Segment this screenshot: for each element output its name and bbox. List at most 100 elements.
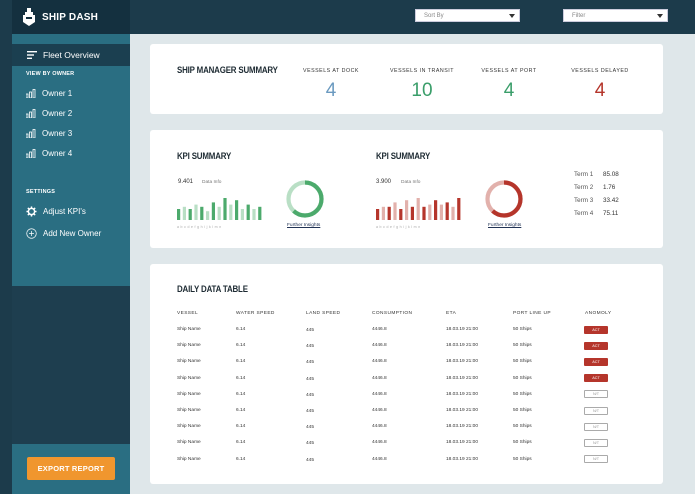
kpi-title: KPI SUMMARY [177,151,232,161]
kpi-bar [439,204,443,220]
table-cell-cons: 4446.8 [372,327,387,332]
anomaly-badge[interactable]: N/T [584,438,608,447]
term-value: 75.11 [603,210,619,217]
anomaly-badge[interactable]: N/T [584,455,608,464]
table-cell-port: 50 Ships [513,424,532,430]
table-cell-port: 50 Ships [513,359,532,365]
kpi-bar [211,202,215,220]
table-cell-water: 6.14 [236,424,246,430]
donut-value-arc [286,180,324,218]
column-header: WATER SPEED [236,311,275,316]
sidebar-item-owner-4[interactable]: Owner 4 [26,149,72,158]
table-cell-cons: 4446.8 [372,375,387,381]
table-cell-vessel: Ship Name [177,327,201,332]
table-cell-water: 6.14 [236,408,246,413]
bar-chart-icon [26,129,36,138]
term-value: 33.42 [603,197,619,204]
term-row: Term 2 1.76 [574,184,644,191]
kpi-bar [206,211,210,220]
brand[interactable]: SHIP DASH [12,0,130,34]
table-cell-land: 445 [306,441,315,447]
sidebar-item-owner-2[interactable]: Owner 2 [26,109,72,118]
further-insights-link[interactable]: Further Insights [488,223,522,228]
table-cell-land: 445 [306,392,315,398]
kpi-bar [434,200,438,220]
kpi-bar [194,204,198,220]
table-cell-vessel: Ship Name [177,343,201,349]
kpi-bar [393,202,397,220]
kpi-donut-chart [485,180,523,218]
term-row: Term 3 33.42 [574,197,644,204]
stat-vessels-in-transit: VESSELS IN TRANSIT 10 [377,68,467,102]
kpi-bar [376,209,380,220]
export-report-button[interactable]: EXPORT REPORT [27,457,115,480]
kpi-bar [229,204,233,220]
kpi-bar [387,206,391,220]
table-cell-cons: 4446.8 [372,408,387,413]
table-cell-water: 6.14 [236,391,246,397]
anomaly-badge[interactable]: ACT [584,374,608,383]
sidebar-item-owner-1[interactable]: Owner 1 [26,89,72,98]
kpi-donut-chart [286,180,324,218]
table-cell-port: 50 Ships [513,440,532,446]
add-owner-item[interactable]: Add New Owner [26,228,101,239]
filter-select[interactable]: Filter [563,9,668,22]
table-cell-vessel: Ship Name [177,359,201,365]
column-header: CONSUMPTION [372,311,413,316]
table-cell-land: 445 [306,360,315,366]
settings-label: SETTINGS [26,189,56,195]
view-by-owner-label: VIEW BY OWNER [26,71,75,77]
sidebar-footer: EXPORT REPORT [12,444,130,494]
table-cell-land: 445 [306,344,315,350]
table-cell-vessel: Ship Name [177,456,201,462]
anomaly-badge[interactable]: ACT [584,357,608,366]
owner-label: Owner 4 [42,149,73,158]
anomaly-badge[interactable]: N/T [584,406,608,415]
ship-logo-icon [23,8,35,26]
sort-by-select[interactable]: Sort By [415,9,520,22]
stat-value: 4 [325,80,337,101]
chevron-down-icon [509,13,515,18]
kpi-bar [381,206,385,220]
table-cell-land: 445 [306,457,315,463]
kpi-bar [399,209,403,220]
term-label: Term 4 [574,210,594,217]
table-cell-port: 50 Ships [513,408,532,413]
kpi-axis-ticks: abcdefghijklmn [376,225,422,229]
term-label: Term 3 [574,197,594,204]
topbar: Sort By Filter [130,0,695,34]
table-cell-water: 6.14 [236,359,246,365]
further-insights-link[interactable]: Further Insights [287,223,321,228]
anomaly-badge[interactable]: N/T [584,390,608,399]
chevron-down-icon [657,13,663,18]
term-row: Term 1 85.08 [574,171,644,178]
table-cell-cons: 4446.8 [372,391,387,397]
table-cell-water: 6.14 [236,343,246,349]
owner-label: Owner 3 [42,129,73,138]
table-cell-eta: 18.03.19 21:00 [446,375,479,381]
sidebar-item-owner-3[interactable]: Owner 3 [26,129,72,138]
table-cell-water: 6.14 [236,375,246,381]
anomaly-badge[interactable]: ACT [584,325,608,334]
kpi-bar [258,206,262,220]
kpi-bar [240,209,244,220]
adjust-kpis-item[interactable]: Adjust KPI's [26,206,86,217]
owner-label: Owner 1 [42,89,73,98]
stat-value: 4 [503,80,515,101]
anomaly-badge[interactable]: N/T [584,422,608,431]
kpi-bar-chart [376,198,461,220]
kpi-bar [422,206,426,220]
nav-fleet-overview[interactable]: Fleet Overview [12,44,130,66]
menu-lines-icon [27,51,37,59]
kpi-bar [451,206,455,220]
kpi-sub-label: Data Info [401,180,421,185]
kpi-bar [252,209,256,220]
kpi-bar-chart [177,198,262,220]
table-cell-vessel: Ship Name [177,440,201,446]
anomaly-badge[interactable]: ACT [584,341,608,350]
term-value: 1.76 [603,184,616,191]
stat-vessels-at-dock: VESSELS AT DOCK 4 [286,68,376,102]
kpi-bar [200,206,204,220]
table-cell-land: 445 [306,328,315,333]
stat-value: 10 [411,80,433,101]
